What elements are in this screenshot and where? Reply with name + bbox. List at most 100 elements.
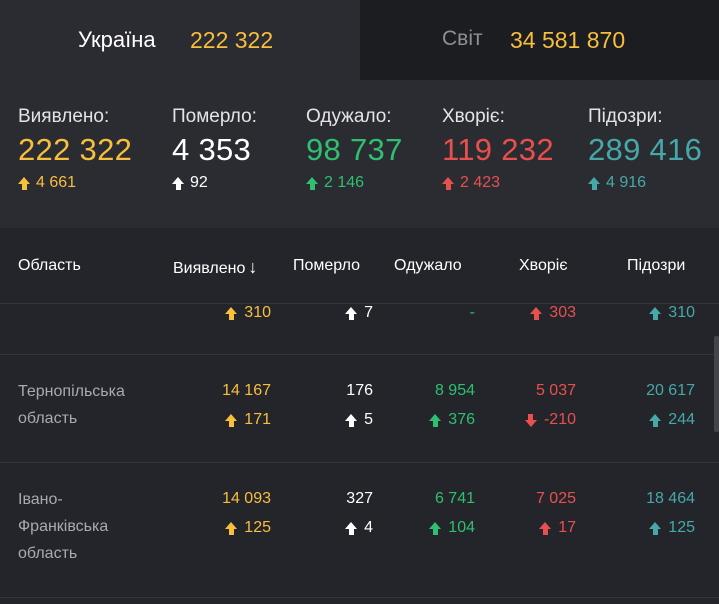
tab-ukraine[interactable]: Україна 222 322 bbox=[0, 0, 360, 80]
arrow-up-icon bbox=[649, 413, 662, 427]
cell-region: Івано- Франківська область bbox=[18, 486, 108, 567]
cell-sick-delta-value: 303 bbox=[549, 304, 576, 321]
cell-suspected-delta: 310 bbox=[649, 304, 695, 322]
cell-suspected-delta-value: 125 bbox=[668, 519, 695, 536]
column-header-suspected[interactable]: Підозри bbox=[627, 257, 686, 274]
stat-died-value: 4 353 bbox=[172, 132, 252, 167]
cell-died-delta-value: 5 bbox=[364, 411, 373, 428]
cell-suspected: 18 464 bbox=[646, 490, 695, 507]
cell-sick-delta: 17 bbox=[539, 519, 576, 537]
cell-suspected-delta: 125 bbox=[649, 519, 695, 537]
stat-recovered-value: 98 737 bbox=[306, 132, 403, 167]
stat-sick-delta: 2 423 bbox=[442, 174, 554, 192]
stat-recovered-label: Одужало: bbox=[306, 106, 392, 127]
tab-world-value: 34 581 870 bbox=[510, 27, 626, 53]
stat-sick-value: 119 232 bbox=[442, 132, 554, 167]
stat-sick-delta-value: 2 423 bbox=[460, 174, 501, 191]
cell-sick-delta: 303 bbox=[530, 304, 576, 322]
tab-world-label: Світ bbox=[442, 27, 483, 50]
cell-died-delta-value: 7 bbox=[364, 304, 373, 321]
table-row[interactable]: Івано- Франківська область 14 093 125 32… bbox=[0, 463, 719, 598]
sort-desc-icon: ↓ bbox=[248, 257, 258, 277]
table-row[interactable]: 310 7 - 303 310 bbox=[0, 304, 719, 355]
stat-died-delta: 92 bbox=[172, 174, 257, 192]
region-name-line: Франківська bbox=[18, 518, 109, 535]
stat-detected: Виявлено: 222 322 4 661 bbox=[18, 106, 132, 192]
arrow-up-icon bbox=[649, 306, 662, 320]
tab-world[interactable]: Світ 34 581 870 bbox=[360, 0, 719, 80]
arrow-up-icon bbox=[345, 306, 358, 320]
table-header: Область Виявлено ↓ Померло Одужало Хворіє… bbox=[0, 228, 719, 304]
cell-recovered-delta: 376 bbox=[429, 411, 475, 429]
stat-recovered-delta: 2 146 bbox=[306, 174, 403, 192]
cell-detected-delta: 310 bbox=[225, 304, 271, 322]
stat-suspected-delta-value: 4 916 bbox=[606, 174, 647, 191]
arrow-down-icon bbox=[524, 413, 537, 427]
stat-detected-label: Виявлено: bbox=[18, 106, 110, 127]
cell-detected: 14 167 bbox=[222, 382, 271, 399]
tab-ukraine-label: Україна bbox=[78, 27, 156, 52]
stat-suspected-delta: 4 916 bbox=[588, 174, 702, 192]
stat-suspected-label: Підозри: bbox=[588, 106, 663, 127]
cell-detected-delta-value: 310 bbox=[244, 304, 271, 321]
cell-sick-delta-value: 17 bbox=[558, 519, 576, 536]
region-name-line: Івано- bbox=[18, 491, 63, 508]
arrow-up-icon bbox=[225, 306, 238, 320]
scrollbar-thumb[interactable] bbox=[714, 336, 719, 432]
cell-suspected-delta: 244 bbox=[649, 411, 695, 429]
cell-suspected-delta-value: 244 bbox=[668, 411, 695, 428]
column-header-died[interactable]: Померло bbox=[293, 257, 361, 274]
cell-died-delta-value: 4 bbox=[364, 519, 373, 536]
cell-detected-delta-value: 125 bbox=[244, 519, 271, 536]
cell-detected-delta: 171 bbox=[225, 411, 271, 429]
stat-detected-value: 222 322 bbox=[18, 132, 133, 167]
stat-detected-delta-value: 4 661 bbox=[36, 174, 77, 191]
arrow-up-icon bbox=[306, 176, 318, 190]
cell-suspected-delta-value: 310 bbox=[668, 304, 695, 321]
arrow-up-icon bbox=[345, 413, 358, 427]
stat-sick-label: Хворіє: bbox=[442, 106, 505, 127]
cell-detected-delta: 125 bbox=[225, 519, 271, 537]
cell-region: Тернопільська область bbox=[18, 378, 125, 432]
column-header-sick[interactable]: Хворіє bbox=[519, 257, 568, 274]
arrow-up-icon bbox=[345, 521, 358, 535]
arrow-up-icon bbox=[442, 176, 454, 190]
cell-died-delta: 4 bbox=[345, 519, 373, 537]
table-row[interactable]: Тернопільська область 14 167 171 176 5 8… bbox=[0, 355, 719, 463]
cell-detected-delta-value: 171 bbox=[244, 411, 271, 428]
cell-sick: 5 037 bbox=[535, 382, 576, 399]
country-tabs: Україна 222 322 Світ 34 581 870 bbox=[0, 0, 719, 80]
arrow-up-icon bbox=[530, 306, 543, 320]
column-header-detected-label: Виявлено bbox=[173, 260, 246, 277]
stat-died: Померло: 4 353 92 bbox=[172, 106, 257, 192]
cell-died-delta: 5 bbox=[345, 411, 373, 429]
cell-detected: 14 093 bbox=[222, 490, 271, 507]
cell-recovered-delta: - bbox=[470, 304, 475, 322]
cell-sick-delta-value: -210 bbox=[543, 411, 576, 428]
cell-recovered-delta: 104 bbox=[429, 519, 475, 537]
stat-died-delta-value: 92 bbox=[190, 174, 208, 191]
arrow-up-icon bbox=[588, 176, 600, 190]
cell-sick-delta: -210 bbox=[524, 411, 576, 429]
stat-recovered-delta-value: 2 146 bbox=[324, 174, 365, 191]
arrow-up-icon bbox=[539, 521, 552, 535]
column-header-recovered[interactable]: Одужало bbox=[394, 257, 462, 274]
region-name-line: область bbox=[18, 545, 78, 562]
arrow-up-icon bbox=[429, 521, 442, 535]
cell-recovered-delta-value: - bbox=[469, 304, 475, 321]
arrow-up-icon bbox=[429, 413, 442, 427]
cell-suspected: 20 617 bbox=[646, 382, 695, 399]
tab-ukraine-value: 222 322 bbox=[190, 27, 274, 53]
cell-sick: 7 025 bbox=[535, 490, 576, 507]
column-header-detected[interactable]: Виявлено ↓ bbox=[173, 257, 257, 278]
arrow-up-icon bbox=[172, 176, 184, 190]
stat-detected-delta: 4 661 bbox=[18, 174, 132, 192]
cell-recovered-delta-value: 104 bbox=[448, 519, 475, 536]
cell-recovered-delta-value: 376 bbox=[448, 411, 475, 428]
arrow-up-icon bbox=[225, 413, 238, 427]
arrow-up-icon bbox=[649, 521, 662, 535]
region-name-line: область bbox=[18, 410, 78, 427]
region-name-line: Тернопільська bbox=[18, 383, 125, 400]
stat-recovered: Одужало: 98 737 2 146 bbox=[306, 106, 403, 192]
column-header-region[interactable]: Область bbox=[18, 257, 81, 274]
